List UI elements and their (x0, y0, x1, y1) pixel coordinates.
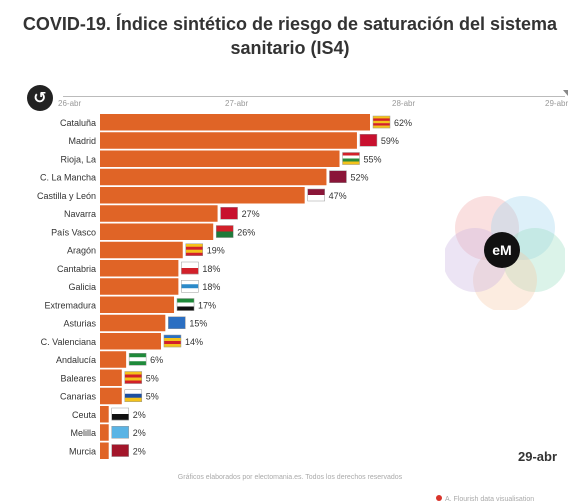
value-label: 47% (329, 191, 347, 201)
category-label: Aragón (67, 246, 96, 256)
category-label: Madrid (68, 136, 96, 146)
category-label: Navarra (64, 209, 96, 219)
value-label: 19% (207, 246, 225, 256)
bar (100, 241, 183, 259)
replay-button[interactable]: ↺ (27, 85, 53, 111)
category-label: Canarias (60, 392, 97, 402)
bar (100, 442, 109, 459)
value-label: 2% (133, 446, 146, 456)
value-label: 27% (242, 209, 260, 219)
bar (100, 114, 370, 131)
ceuta-flag-icon (111, 407, 129, 421)
extremadura-flag-icon (176, 298, 195, 311)
murcia-flag-icon (111, 444, 129, 457)
category-label: Baleares (60, 373, 96, 383)
pais-vasco-flag-icon (215, 225, 234, 238)
value-label: 2% (133, 428, 146, 438)
canarias-flag-icon (124, 389, 143, 402)
valenciana-flag-icon (163, 334, 182, 348)
electomania-logo: eM (484, 232, 520, 268)
timeline-handle[interactable] (563, 90, 568, 96)
category-label: Asturias (63, 319, 96, 329)
bar (100, 223, 214, 240)
current-date-label: 29-abr (518, 449, 558, 464)
timeline-tick: 26-abr (58, 99, 82, 108)
category-label: Murcia (69, 446, 96, 456)
value-label: 55% (364, 154, 382, 164)
bar (100, 296, 175, 313)
timeline-tick: 27-abr (225, 99, 249, 108)
category-label: Cantabria (57, 264, 96, 274)
value-label: 17% (198, 300, 216, 310)
value-label: 5% (146, 392, 159, 402)
value-label: 15% (189, 319, 207, 329)
castilla-leon-flag-icon (307, 188, 325, 202)
value-label: 2% (133, 410, 146, 420)
baleares-flag-icon (124, 371, 143, 384)
bar (100, 424, 109, 441)
asturias-flag-icon (168, 316, 186, 329)
bar (100, 132, 357, 149)
value-label: 62% (394, 118, 412, 128)
navarra-flag-icon (220, 207, 238, 220)
cataluna-flag-icon (372, 115, 391, 129)
bar (100, 260, 179, 277)
bar (100, 168, 327, 186)
category-label: Ceuta (72, 410, 96, 420)
timeline-tick: 28-abr (392, 99, 416, 108)
melilla-flag-icon (111, 426, 129, 439)
flourish-credit-label: A. Flourish data visualisation (445, 496, 535, 503)
timeline-tick: 29-abr (545, 99, 569, 108)
bar (100, 314, 166, 332)
aragon-flag-icon (185, 243, 203, 256)
chart-title: COVID-19. Índice sintético de riesgo de … (22, 14, 558, 58)
cantabria-flag-icon (181, 261, 199, 275)
galicia-flag-icon (181, 280, 199, 293)
category-label: Melilla (70, 428, 96, 438)
category-label: Cataluña (60, 118, 96, 128)
andalucia-flag-icon (128, 353, 147, 366)
category-label: C. Valenciana (41, 337, 96, 347)
bar (100, 150, 340, 167)
category-label: Rioja, La (60, 154, 96, 164)
bar (100, 351, 127, 368)
bar (100, 333, 161, 350)
timeline-track[interactable] (63, 96, 565, 97)
value-label: 5% (146, 373, 159, 383)
replay-icon: ↺ (33, 90, 47, 107)
value-label: 14% (185, 337, 203, 347)
bar (100, 369, 122, 386)
category-label: Galicia (68, 282, 96, 292)
category-label: País Vasco (51, 227, 96, 237)
flourish-credit[interactable]: A. Flourish data visualisation (436, 495, 534, 503)
value-label: 6% (150, 355, 163, 365)
bar (100, 387, 122, 405)
category-label: Andalucía (56, 355, 96, 365)
category-label: C. La Mancha (40, 173, 96, 183)
value-label: 59% (381, 136, 399, 146)
bar (100, 278, 179, 295)
value-label: 18% (202, 264, 220, 274)
bar (100, 205, 218, 222)
bar (100, 187, 305, 204)
copyright-footer: Gráficos elaborados por electomania.es. … (177, 474, 403, 481)
castilla-la-mancha-flag-icon (329, 170, 347, 183)
bar (100, 406, 109, 423)
category-label: Castilla y León (37, 191, 96, 201)
madrid-flag-icon (359, 134, 378, 147)
value-label: 18% (202, 282, 220, 292)
category-label: Extremadura (44, 300, 96, 310)
value-label: 26% (237, 227, 255, 237)
rioja-flag-icon (342, 152, 360, 165)
value-label: 52% (350, 173, 368, 183)
